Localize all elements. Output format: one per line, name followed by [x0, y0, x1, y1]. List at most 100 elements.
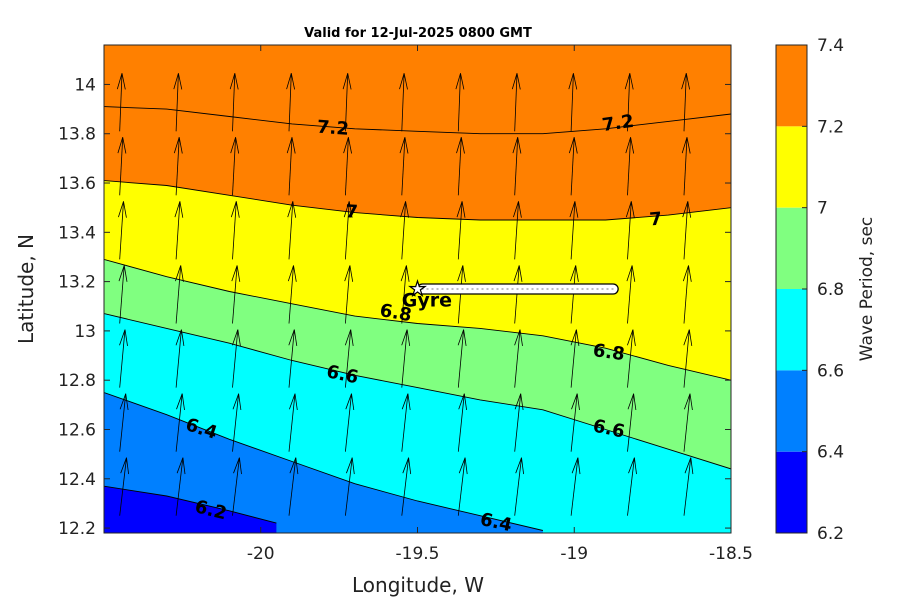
x-tick-label: -19 — [560, 544, 588, 564]
wave-arrow-head — [345, 393, 355, 411]
band-fill — [104, 392, 543, 533]
wave-arrow-head — [119, 393, 129, 411]
wave-arrow-head — [287, 201, 297, 218]
y-tick-label: 13.2 — [58, 273, 96, 293]
wave-arrow — [288, 201, 294, 260]
wave-arrow-head — [399, 73, 408, 90]
wave-arrow — [570, 329, 577, 388]
wave-arrow — [457, 73, 461, 132]
wave-arrow — [232, 457, 240, 516]
y-axis-label: Latitude, N — [14, 234, 38, 344]
y-tick-label: 14 — [74, 75, 96, 95]
wave-arrow-head — [457, 265, 466, 282]
wave-arrow — [401, 329, 408, 388]
wave-arrow — [345, 457, 353, 516]
wave-arrow-head — [401, 393, 411, 411]
wave-arrow — [175, 201, 181, 260]
wave-arrow — [683, 393, 691, 452]
contour-line — [104, 313, 731, 470]
colorbar-tick-label: 6.2 — [817, 524, 844, 544]
y-tick-label: 13.4 — [58, 223, 96, 243]
wave-arrow — [457, 393, 465, 452]
wave-arrow — [401, 137, 406, 196]
wave-arrow — [288, 137, 293, 196]
contour-label: 6.4 — [478, 509, 514, 536]
y-tick-label: 13.8 — [58, 125, 96, 145]
wave-arrow — [683, 137, 688, 196]
wave-arrow-head — [570, 329, 580, 346]
wave-arrow — [514, 457, 522, 516]
wave-arrow-head — [344, 329, 354, 346]
wave-arrow — [683, 329, 690, 388]
wave-arrow — [457, 201, 463, 260]
wave-arrow — [119, 201, 124, 260]
wave-arrow-head — [343, 137, 352, 154]
colorbar-band — [776, 370, 807, 452]
wave-arrow — [232, 137, 236, 196]
wave-arrow-head — [571, 393, 580, 411]
wave-arrow — [401, 457, 409, 516]
wave-arrow-head — [118, 201, 127, 218]
y-tick-label: 12.6 — [58, 420, 96, 440]
colorbar-band — [776, 451, 807, 533]
wave-arrow-head — [741, 394, 749, 410]
wave-arrow — [401, 201, 406, 260]
wave-arrow-head — [682, 265, 692, 282]
contour-line — [104, 485, 277, 524]
wave-arrow — [345, 73, 349, 132]
wave-direction-arrows — [116, 73, 749, 516]
colorbar-tick-label: 7 — [817, 199, 828, 219]
colorbar-band — [776, 207, 807, 289]
wave-arrow-head — [684, 457, 694, 475]
wave-arrow — [627, 137, 631, 196]
y-tick-label: 12.4 — [58, 470, 96, 490]
wave-arrow — [119, 137, 124, 196]
wave-arrow-head — [231, 265, 241, 282]
wave-arrow-head — [173, 137, 183, 154]
wave-arrow — [288, 265, 294, 324]
star-marker — [408, 279, 427, 298]
wave-arrow — [457, 457, 466, 516]
wave-arrow — [683, 457, 692, 516]
wave-arrow-head — [458, 393, 467, 411]
wave-arrow-head — [400, 265, 410, 282]
wave-arrow-head — [119, 329, 128, 346]
x-axis-label: Longitude, W — [352, 573, 484, 597]
x-tick-label: -19.5 — [396, 544, 440, 564]
wave-arrow — [683, 201, 689, 260]
wave-arrow-head — [568, 73, 578, 90]
wave-arrow-head — [625, 137, 635, 154]
wave-arrow-head — [346, 457, 355, 475]
colorbar-tick-label: 7.4 — [817, 36, 844, 56]
wave-arrow-head — [401, 329, 411, 346]
y-tick-label: 12.8 — [58, 371, 96, 391]
y-tick-label: 13 — [74, 322, 96, 342]
colorbar: 6.2 6.4 6.6 6.8 7 7.2 7.4 — [775, 36, 844, 544]
wave-arrow — [570, 457, 579, 516]
wave-arrow-head — [681, 137, 691, 154]
wave-arrow — [288, 73, 292, 132]
wave-arrow-head — [232, 393, 242, 411]
wave-arrow-head — [286, 73, 295, 90]
wave-arrow-head — [628, 457, 637, 475]
wave-arrow — [627, 393, 634, 452]
wave-arrow — [627, 201, 632, 260]
wave-arrow — [457, 329, 464, 388]
wave-arrow — [457, 137, 462, 196]
contour-label: 6.8 — [592, 340, 627, 365]
wave-arrow — [232, 329, 239, 388]
colorbar-tick-label: 6.4 — [817, 443, 844, 463]
wave-arrow — [288, 393, 296, 452]
wave-arrow — [514, 201, 519, 260]
wave-arrow — [119, 73, 123, 132]
wave-arrow-head — [174, 201, 184, 218]
wave-arrow-head — [571, 457, 581, 475]
colorbar-band — [776, 289, 807, 371]
wave-arrow — [175, 265, 182, 324]
wave-arrow-head — [118, 265, 128, 282]
wave-arrow — [175, 457, 184, 516]
colorbar-tick-label: 6.8 — [817, 280, 844, 300]
wave-arrow — [740, 330, 745, 388]
wave-arrow-head — [176, 393, 185, 411]
